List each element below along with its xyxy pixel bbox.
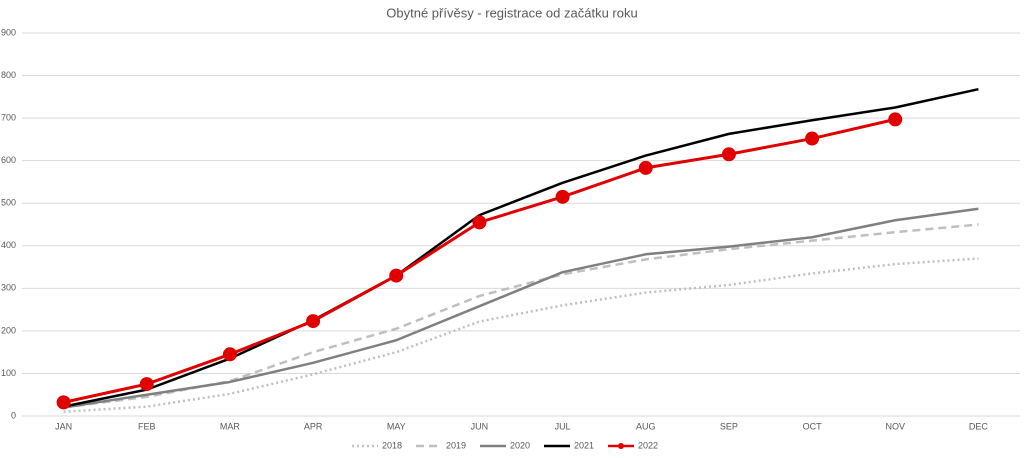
x-tick-label: DEC [969, 421, 989, 431]
chart-title: Obytné přívěsy - registrace od začátku r… [386, 5, 637, 20]
line [63, 223, 979, 409]
marker [888, 112, 903, 127]
marker [222, 347, 237, 362]
legend-label: 2019 [446, 440, 466, 450]
line [63, 207, 979, 409]
x-tick-label: JUN [471, 421, 489, 431]
y-tick-label: 800 [1, 70, 16, 80]
x-tick-label: NOV [885, 421, 905, 431]
y-tick-label: 700 [1, 112, 16, 122]
x-tick-label: FEB [138, 421, 156, 431]
legend-label: 2021 [574, 440, 594, 450]
y-tick-label: 300 [1, 283, 16, 293]
y-tick-label: 400 [1, 240, 16, 250]
marker [306, 314, 321, 329]
y-tick-label: 600 [1, 155, 16, 165]
line [63, 117, 896, 404]
marker [721, 147, 736, 162]
marker [555, 189, 570, 204]
y-tick-label: 500 [1, 198, 16, 208]
x-tick-label: MAY [387, 421, 406, 431]
y-tick-label: 100 [1, 368, 16, 378]
legend-label: 2018 [382, 440, 402, 450]
x-tick-label: JAN [55, 421, 72, 431]
legend-label: 2020 [510, 440, 530, 450]
marker [472, 215, 487, 230]
x-tick-label: APR [304, 421, 323, 431]
line [63, 257, 979, 413]
x-tick-label: JUL [555, 421, 571, 431]
y-tick-label: 0 [11, 410, 16, 420]
x-tick-label: AUG [636, 421, 656, 431]
line [63, 87, 979, 408]
legend-marker [618, 443, 624, 449]
legend-label: 2022 [638, 440, 658, 450]
x-tick-label: SEP [720, 421, 738, 431]
marker [389, 268, 404, 283]
y-tick-label: 900 [1, 27, 16, 37]
marker [139, 377, 154, 392]
marker [805, 131, 820, 146]
marker [638, 160, 653, 175]
y-tick-label: 200 [1, 325, 16, 335]
x-tick-label: OCT [803, 421, 823, 431]
marker [56, 395, 71, 410]
x-tick-label: MAR [220, 421, 241, 431]
